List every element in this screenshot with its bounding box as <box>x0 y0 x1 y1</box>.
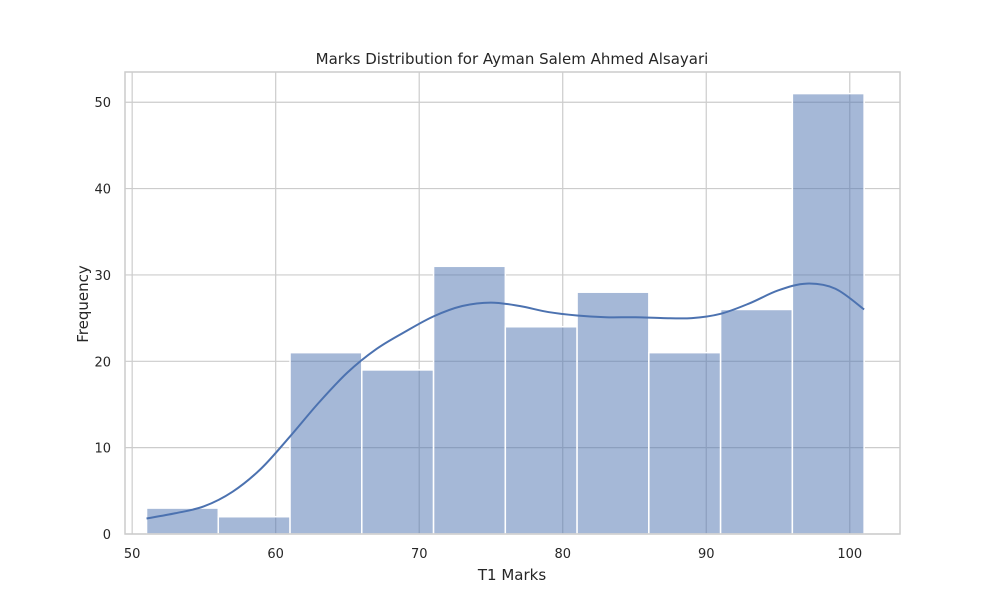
y-tick-label: 40 <box>94 183 111 198</box>
x-tick-label: 80 <box>554 547 571 562</box>
y-tick-label: 50 <box>94 96 111 111</box>
histogram-bar <box>289 351 363 535</box>
histogram-bar <box>791 92 865 535</box>
y-tick-label: 20 <box>94 355 111 370</box>
y-tick-label: 10 <box>94 442 111 457</box>
histogram-bar <box>432 265 507 535</box>
y-tick-labels: 0 10 20 30 40 50 <box>94 96 111 543</box>
x-tick-label: 100 <box>837 547 862 562</box>
histogram-bars <box>145 92 865 535</box>
y-axis-label: Frequency <box>74 265 92 343</box>
y-tick-label: 0 <box>103 528 111 543</box>
histogram-bar <box>504 325 578 535</box>
histogram-bar <box>361 369 435 535</box>
histogram-bar <box>576 291 650 535</box>
x-tick-labels: 50 60 70 80 90 100 <box>124 547 862 562</box>
chart-title: Marks Distribution for Ayman Salem Ahmed… <box>316 50 709 68</box>
x-tick-label: 90 <box>698 547 715 562</box>
x-axis-label: T1 Marks <box>477 566 546 584</box>
histogram-bar <box>217 515 291 535</box>
x-tick-label: 70 <box>411 547 428 562</box>
plot-frame <box>124 71 901 535</box>
kde-curve-layer <box>146 282 865 520</box>
x-tick-label: 50 <box>124 547 141 562</box>
histogram-bar <box>648 351 722 535</box>
x-tick-label: 60 <box>267 547 284 562</box>
histogram-bar <box>719 308 794 535</box>
y-tick-label: 30 <box>94 269 111 284</box>
kde-curve <box>146 282 865 520</box>
